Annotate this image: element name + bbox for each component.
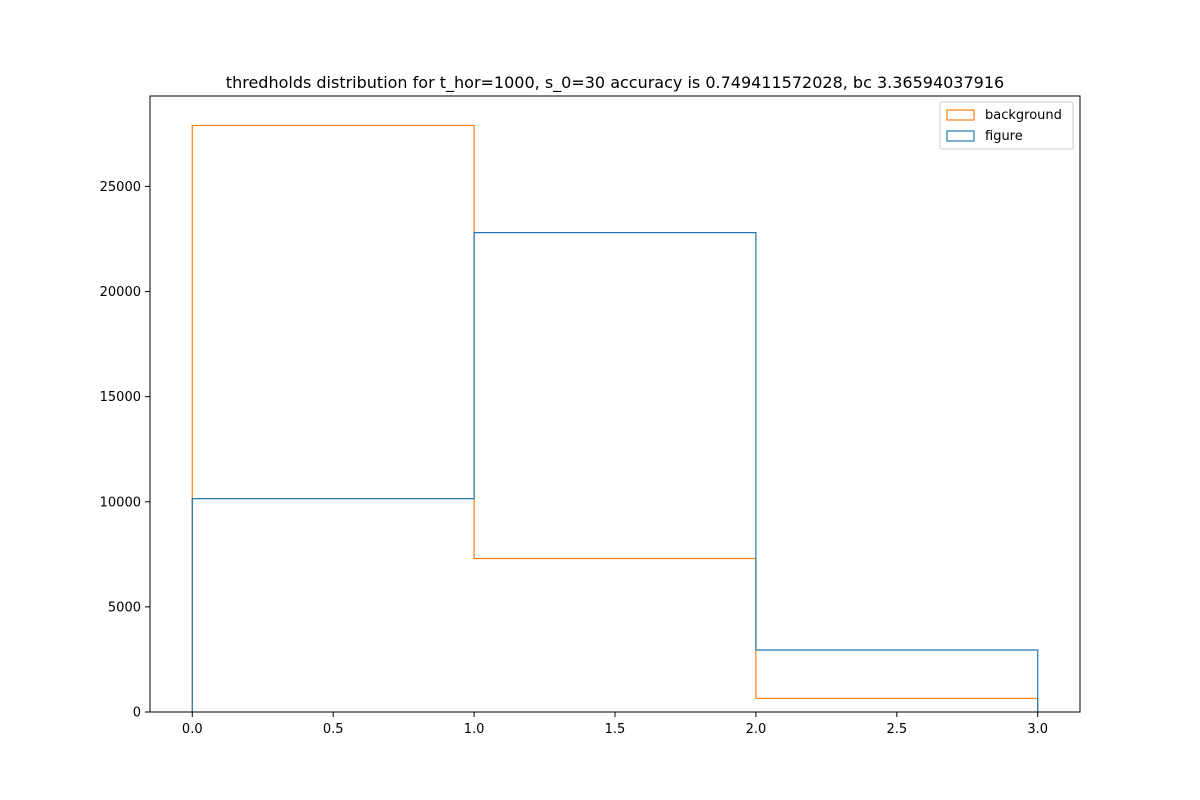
x-tick-label: 3.0 — [1027, 722, 1048, 737]
legend-label-figure: figure — [985, 129, 1023, 144]
x-tick-label: 2.0 — [746, 722, 767, 737]
y-tick-label: 20000 — [100, 285, 141, 300]
x-tick-label: 1.0 — [464, 722, 485, 737]
series-figure-step — [191, 232, 1039, 712]
legend-swatch-background — [946, 109, 975, 121]
axes: 0.0 0.5 1.0 1.5 2.0 2.5 3.0 0 5000 10000 15000 2000… — [100, 95, 1081, 737]
x-tick-label: 1.5 — [605, 722, 626, 737]
y-tick-label: 15000 — [100, 390, 141, 405]
y-tick-label: 5000 — [108, 600, 141, 615]
chart-title: thredholds distribution for t_hor=1000, … — [226, 73, 1004, 93]
plot-area — [191, 124, 1039, 712]
bar-figure-bin-0 — [192, 499, 474, 712]
y-tick-label: 10000 — [100, 495, 141, 510]
y-tick-label: 0 — [133, 706, 141, 721]
y-tick-label: 25000 — [100, 180, 141, 195]
bar-figure-bin-2 — [756, 650, 1038, 712]
bar-figure-bin-1 — [474, 233, 756, 712]
legend: background figure — [939, 101, 1074, 150]
series-background-step — [191, 124, 1039, 712]
x-tick-label: 0.0 — [182, 722, 203, 737]
x-tick-label: 0.5 — [323, 722, 344, 737]
legend-box — [939, 101, 1074, 150]
x-tick-label: 2.5 — [886, 722, 907, 737]
legend-swatch-figure — [946, 130, 975, 142]
legend-label-background: background — [985, 108, 1062, 123]
